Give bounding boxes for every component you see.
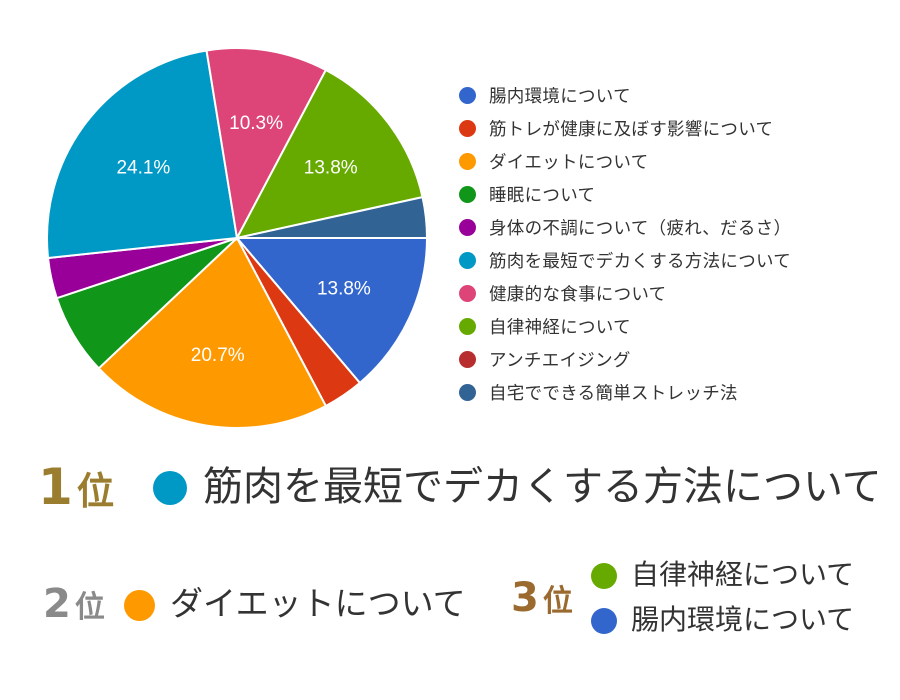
legend-label: 自宅でできる簡単ストレッチ法: [489, 384, 738, 404]
pie-slice: [97, 236, 328, 429]
legend-item: ダイエットについて: [459, 145, 791, 178]
pie-slice: [236, 195, 429, 239]
rank-1-item: 筋肉を最短でデカくする方法について: [203, 464, 882, 510]
rank-3-dot-2: [591, 608, 617, 634]
legend-swatch: [459, 351, 476, 368]
legend-item: 自律神経について: [459, 310, 791, 343]
legend-item: 自宅でできる簡単ストレッチ法: [459, 376, 791, 409]
legend-label: 筋肉を最短でデカくする方法について: [489, 252, 792, 272]
legend-item: 腸内環境について: [459, 79, 791, 112]
rank-2-item: ダイエットについて: [170, 584, 466, 623]
slice-label: 24.1%: [116, 158, 170, 179]
legend-item: アンチエイジング: [459, 343, 791, 376]
legend-label: 睡眠について: [489, 186, 596, 206]
slice-label: 13.8%: [304, 158, 358, 179]
legend-swatch: [459, 120, 476, 137]
legend-swatch: [459, 219, 476, 236]
legend-label: 自律神経について: [489, 318, 631, 338]
legend-swatch: [459, 318, 476, 335]
rank-3-item-2: 腸内環境について: [631, 603, 855, 636]
legend-swatch: [459, 186, 476, 203]
rank-2-dot: [124, 590, 155, 621]
legend-label: ダイエットについて: [489, 153, 649, 173]
legend-item: 筋トレが健康に及ぼす影響について: [459, 112, 791, 145]
legend-label: 健康的な食事について: [489, 285, 667, 305]
legend-item: 睡眠について: [459, 178, 791, 211]
legend-label: 筋トレが健康に及ぼす影響について: [489, 120, 774, 140]
rank-3-item-1: 自律神経について: [631, 558, 855, 591]
legend: 腸内環境について筋トレが健康に及ぼす影響について ダイエットについて 睡眠について身…: [459, 79, 791, 409]
legend-item: 健康的な食事について: [459, 277, 791, 310]
legend-label: アンチエイジング: [489, 351, 631, 371]
pie-slice: [205, 47, 328, 242]
legend-swatch: [459, 384, 476, 401]
legend-label: 身体の不調について（疲れ、だるさ）: [489, 219, 792, 239]
legend-swatch: [459, 153, 476, 170]
pie-slice: [234, 237, 429, 385]
pie-slice: [235, 68, 424, 240]
slice-label: 20.7%: [191, 345, 245, 366]
pie-slice: [46, 49, 239, 260]
slice-label: 10.3%: [229, 113, 283, 134]
pie-chart: 13.8% 20.7% 24.1% 10.3% 13.8%: [46, 47, 429, 429]
legend-swatch: [459, 87, 476, 104]
slice-label: 13.8%: [317, 279, 371, 300]
legend-item: 筋肉を最短でデカくする方法について: [459, 244, 791, 277]
legend-item: 身体の不調について（疲れ、だるさ）: [459, 211, 791, 244]
legend-label: 腸内環境について: [489, 87, 631, 107]
legend-swatch: [459, 252, 476, 269]
legend-swatch: [459, 285, 476, 302]
rank-1-dot: [153, 471, 187, 505]
rank-3-dot-1: [591, 563, 617, 589]
